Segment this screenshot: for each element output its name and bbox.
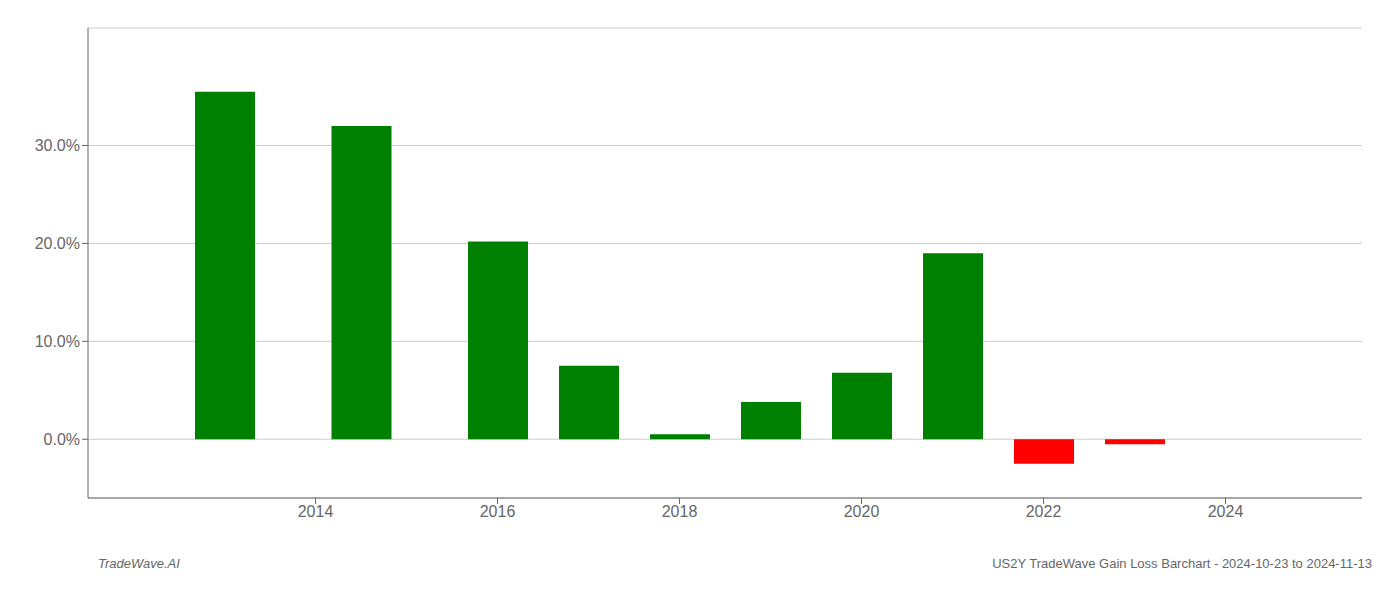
svg-text:2024: 2024 — [1208, 503, 1244, 520]
svg-text:2016: 2016 — [480, 503, 516, 520]
html-text:US2Y TradeWave Gain Loss Barch: US2Y TradeWave Gain Loss Barchart - 2024… — [992, 556, 1372, 571]
html-text:TradeWave.AI: TradeWave.AI — [98, 556, 180, 571]
svg-text:2014: 2014 — [298, 503, 334, 520]
svg-text:10.0%: 10.0% — [35, 333, 80, 350]
svg-text:20.0%: 20.0% — [35, 235, 80, 252]
svg-text:2018: 2018 — [662, 503, 698, 520]
svg-text:0.0%: 0.0% — [44, 431, 80, 448]
svg-text:2022: 2022 — [1026, 503, 1062, 520]
svg-text:30.0%: 30.0% — [35, 137, 80, 154]
svg-text:2020: 2020 — [844, 503, 880, 520]
